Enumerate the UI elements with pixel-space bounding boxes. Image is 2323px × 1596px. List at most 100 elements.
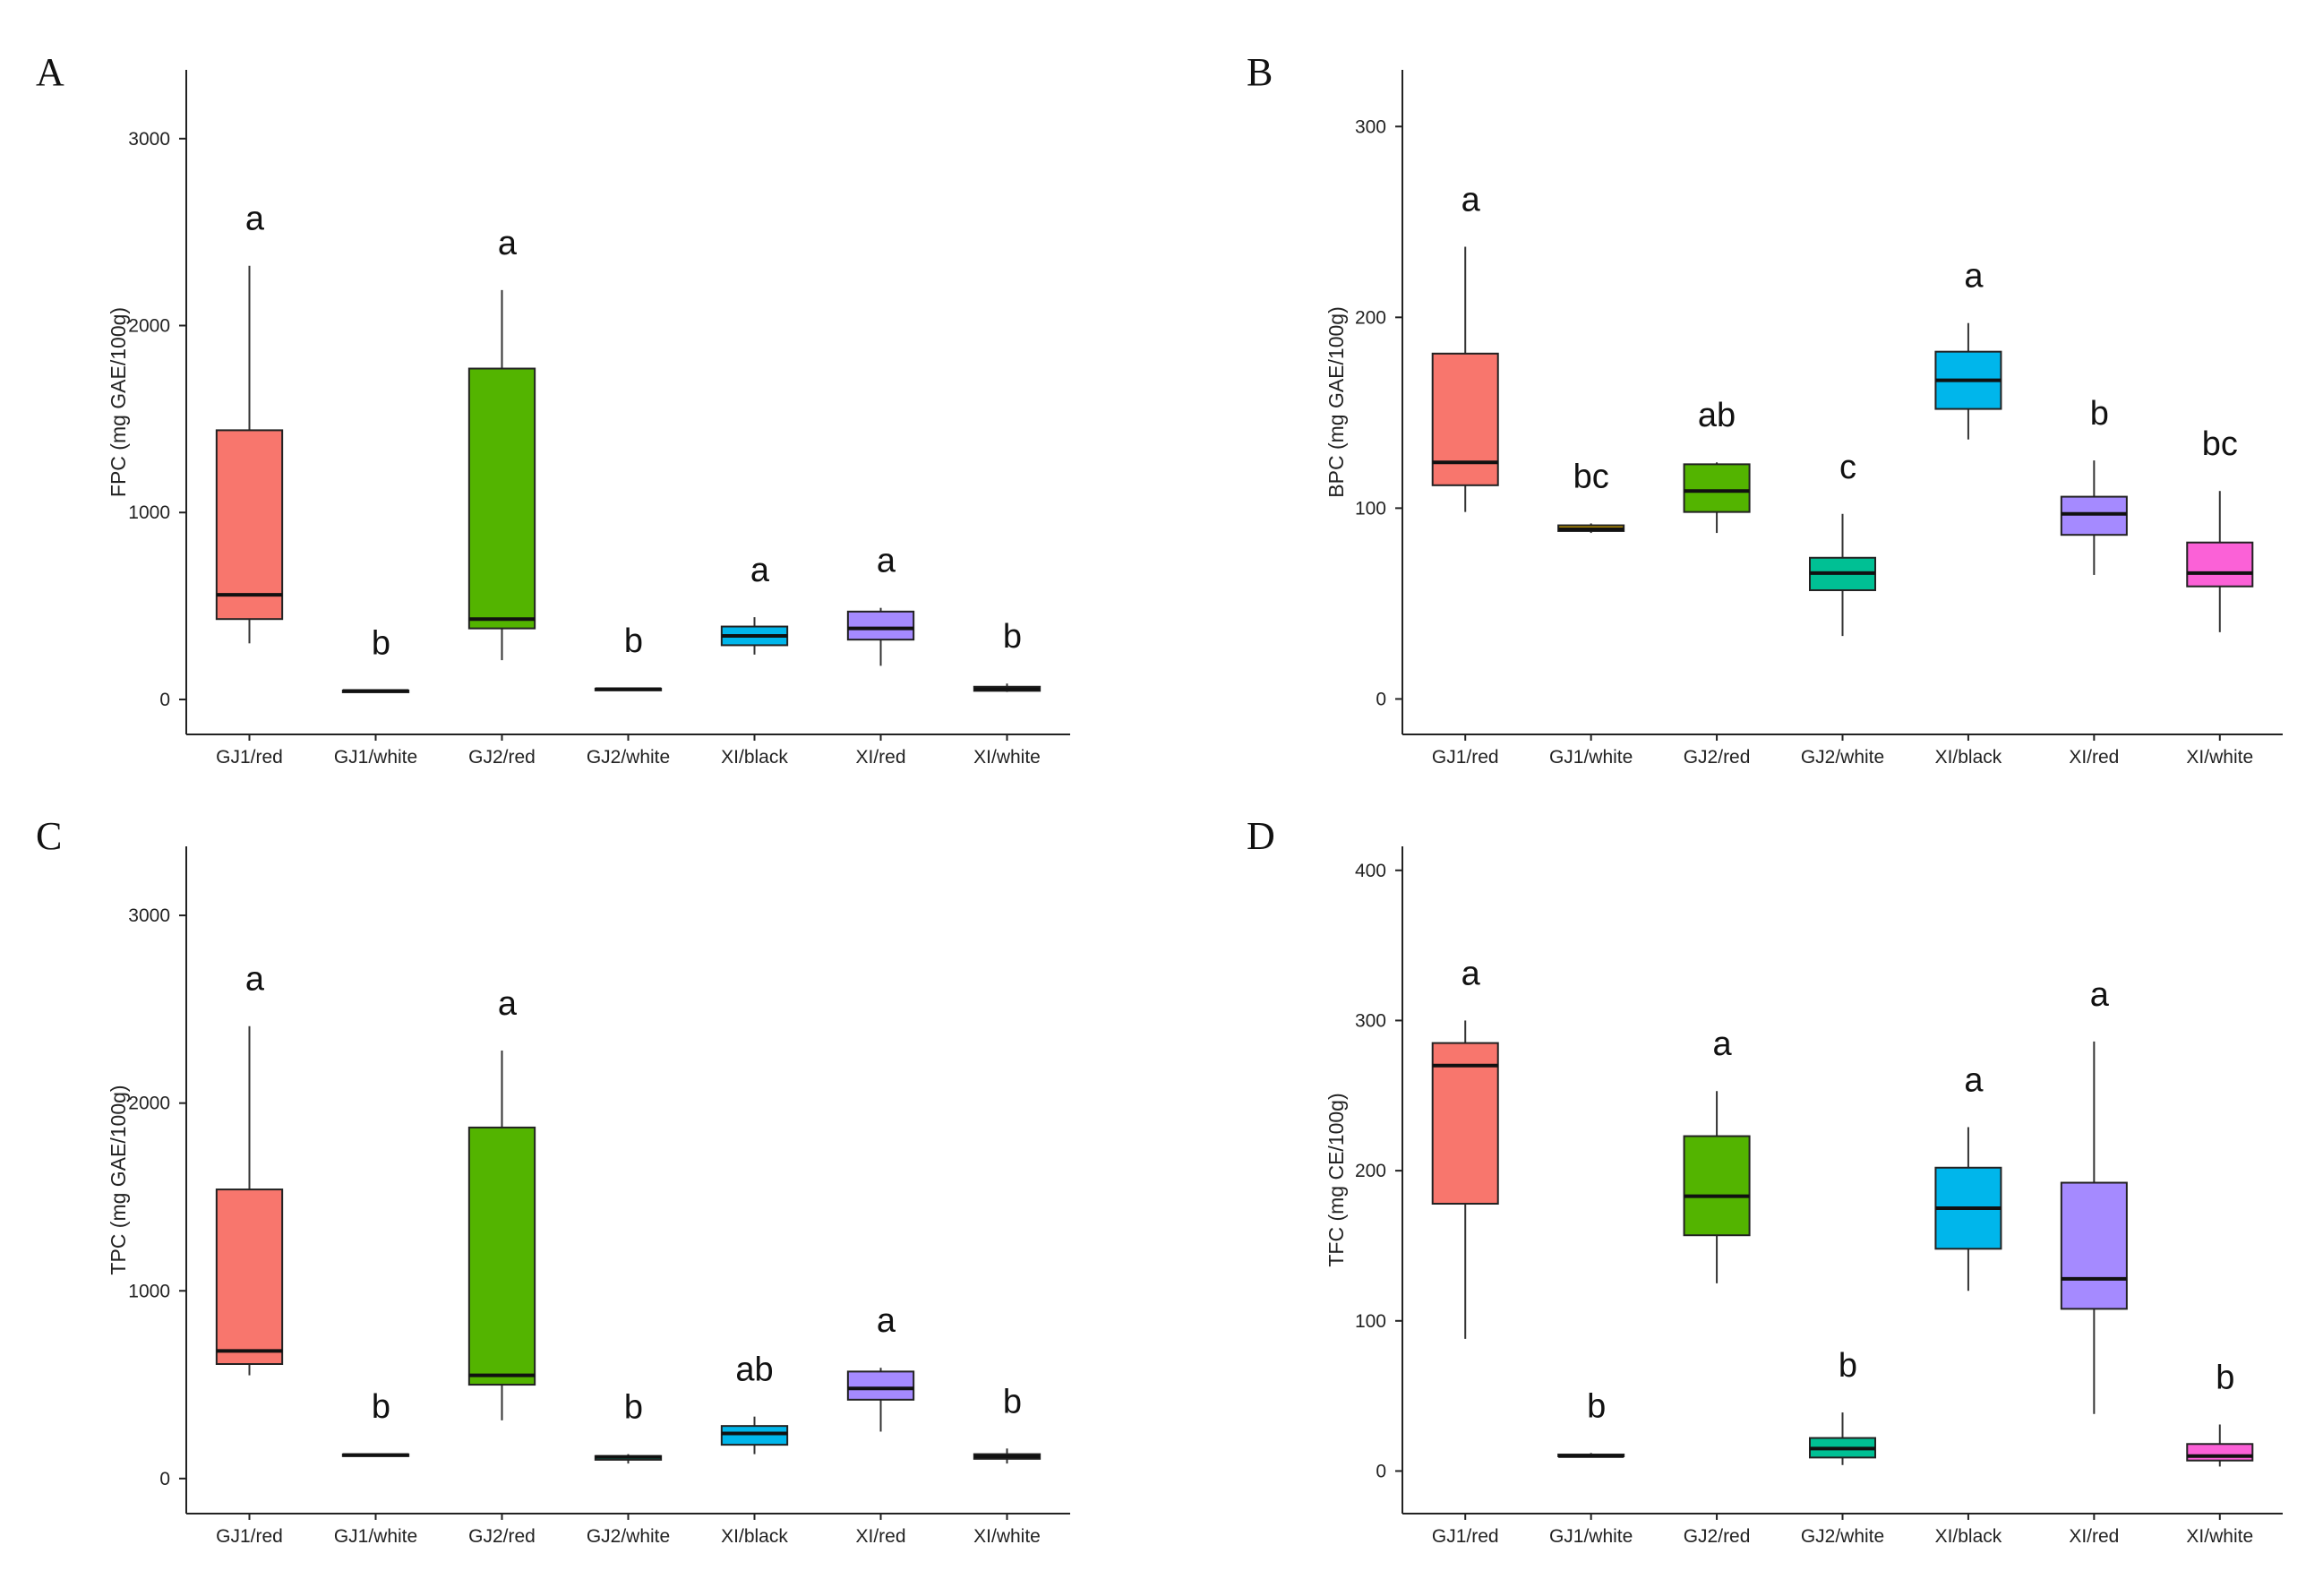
x-tick-label: GJ1/red xyxy=(216,1526,283,1547)
box-gj2-white: b xyxy=(594,622,663,691)
significance-letter: a xyxy=(498,225,518,262)
y-axis-title: TPC (mg GAE/100g) xyxy=(107,1085,130,1274)
y-tick-label: 400 xyxy=(1355,861,1386,881)
y-tick-label: 0 xyxy=(1376,1461,1386,1481)
panel-letter: D xyxy=(1247,814,1275,858)
panel-letter: A xyxy=(36,50,64,94)
box-gj2-red: ab xyxy=(1683,397,1751,534)
box-gj1-red: a xyxy=(1431,955,1499,1339)
box-gj2-white: c xyxy=(1808,449,1877,637)
box-gj2-white: b xyxy=(1808,1347,1877,1465)
iqr-box xyxy=(467,1126,536,1386)
x-tick-label: XI/red xyxy=(2069,1526,2119,1547)
y-tick-label: 200 xyxy=(1355,307,1386,328)
x-tick-label: XI/red xyxy=(855,747,905,768)
significance-letter: a xyxy=(498,985,518,1023)
box-gj2-red: a xyxy=(1683,1025,1751,1283)
x-tick-label: XI/white xyxy=(973,1526,1041,1547)
x-tick-label: GJ2/white xyxy=(587,747,670,768)
y-tick-label: 3000 xyxy=(128,905,170,926)
box-xi-black: a xyxy=(1934,1061,2002,1291)
significance-letter: ab xyxy=(1698,397,1736,434)
iqr-box xyxy=(1431,352,1499,486)
panel-letter: C xyxy=(36,814,62,858)
box-gj1-red: a xyxy=(1431,181,1499,512)
panel-letter: B xyxy=(1247,50,1273,94)
significance-letter: bc xyxy=(1573,458,1609,495)
x-tick-label: XI/white xyxy=(973,747,1041,768)
x-tick-label: XI/black xyxy=(721,747,788,768)
significance-letter: a xyxy=(1964,258,1984,296)
box-xi-red: a xyxy=(846,1302,915,1432)
box-gj2-white: b xyxy=(594,1389,663,1464)
significance-letter: a xyxy=(750,552,770,589)
y-tick-label: 2000 xyxy=(128,1094,170,1114)
significance-letter: a xyxy=(877,543,896,580)
y-tick-label: 2000 xyxy=(128,316,170,337)
iqr-box xyxy=(215,429,284,621)
x-tick-label: XI/black xyxy=(1935,747,2002,768)
significance-letter: a xyxy=(1964,1061,1984,1099)
x-tick-label: GJ2/white xyxy=(1801,747,1884,768)
box-gj2-red: a xyxy=(467,985,536,1420)
significance-letter: b xyxy=(1587,1387,1606,1425)
significance-letter: bc xyxy=(2202,425,2238,463)
significance-letter: a xyxy=(1713,1025,1733,1063)
significance-letter: a xyxy=(1462,181,1481,219)
x-tick-label: GJ2/red xyxy=(468,747,536,768)
significance-letter: a xyxy=(2090,976,2110,1014)
box-xi-white: b xyxy=(2186,1359,2254,1467)
x-tick-label: GJ2/white xyxy=(1801,1526,1884,1547)
iqr-box xyxy=(1683,1135,1751,1237)
iqr-box xyxy=(215,1188,284,1365)
significance-letter: b xyxy=(1839,1347,1857,1385)
x-tick-label: GJ2/red xyxy=(1684,1526,1751,1547)
significance-letter: b xyxy=(624,622,643,660)
iqr-box xyxy=(1683,463,1751,513)
x-tick-label: GJ1/white xyxy=(334,747,417,768)
box-gj1-white: b xyxy=(341,1388,410,1457)
x-tick-label: GJ1/red xyxy=(1432,747,1499,768)
box-xi-red: a xyxy=(2060,976,2128,1414)
significance-letter: c xyxy=(1839,449,1856,486)
box-xi-black: a xyxy=(1934,258,2002,440)
iqr-box xyxy=(2186,541,2254,588)
box-xi-red: b xyxy=(2060,395,2128,575)
y-axis-title: BPC (mg GAE/100g) xyxy=(1324,306,1348,497)
x-tick-label: GJ1/white xyxy=(1549,1526,1633,1547)
significance-letter: a xyxy=(1462,955,1481,992)
x-tick-label: GJ2/white xyxy=(587,1526,670,1547)
box-gj1-white: bc xyxy=(1557,458,1625,534)
panel-a: A 0 1000 2000 3000 FPC (mg GAE/100g) a GJ1/red b… xyxy=(36,50,1070,768)
significance-letter: b xyxy=(624,1389,643,1427)
box-gj2-red: a xyxy=(467,225,536,661)
x-tick-label: XI/white xyxy=(2186,747,2253,768)
box-xi-red: a xyxy=(846,543,915,666)
significance-letter: b xyxy=(2216,1359,2234,1396)
y-tick-label: 200 xyxy=(1355,1161,1386,1181)
box-xi-black: a xyxy=(720,552,789,655)
x-tick-label: XI/black xyxy=(1935,1526,2002,1547)
significance-letter: b xyxy=(1003,1383,1022,1420)
iqr-box xyxy=(2060,495,2128,536)
x-tick-label: GJ2/red xyxy=(468,1526,536,1547)
x-tick-label: XI/black xyxy=(721,1526,788,1547)
iqr-box xyxy=(1431,1042,1499,1206)
y-tick-label: 300 xyxy=(1355,116,1386,137)
box-xi-white: b xyxy=(973,618,1041,692)
significance-letter: a xyxy=(245,961,265,999)
significance-letter: b xyxy=(2090,395,2109,433)
iqr-box xyxy=(2060,1181,2128,1310)
y-tick-label: 100 xyxy=(1355,498,1386,519)
box-gj1-red: a xyxy=(215,201,284,644)
box-gj1-white: b xyxy=(341,625,410,693)
iqr-box xyxy=(2186,1443,2254,1462)
y-tick-label: 300 xyxy=(1355,1010,1386,1031)
y-tick-label: 1000 xyxy=(128,502,170,523)
y-tick-label: 1000 xyxy=(128,1281,170,1301)
iqr-box xyxy=(846,1370,915,1401)
x-tick-label: XI/red xyxy=(2069,747,2119,768)
x-tick-label: XI/red xyxy=(855,1526,905,1547)
x-tick-label: GJ1/white xyxy=(1549,747,1633,768)
